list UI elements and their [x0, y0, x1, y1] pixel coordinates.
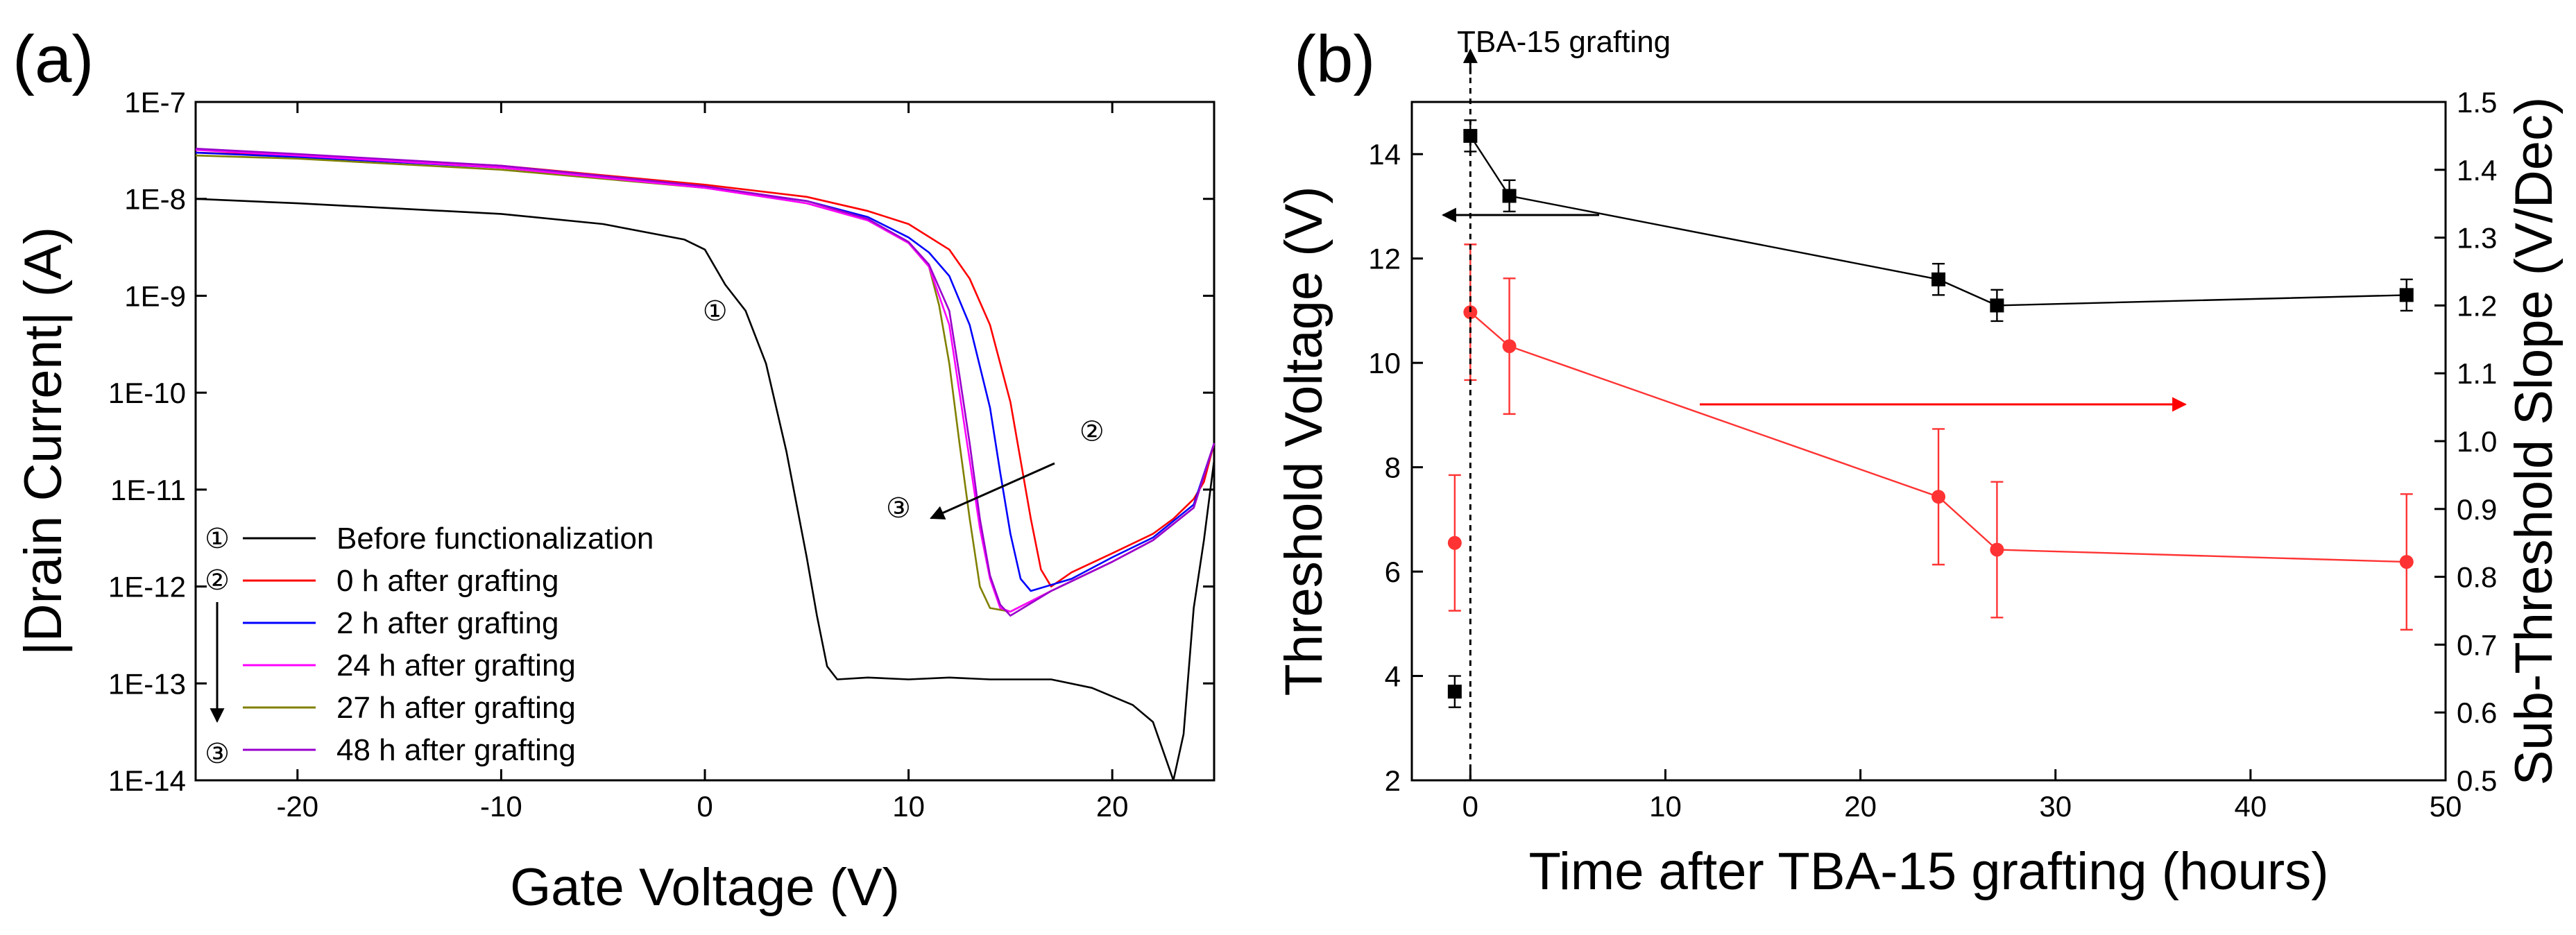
y-tick-label: 1E-13	[108, 667, 186, 700]
x-tick-label: 0	[697, 790, 713, 823]
legend-label-4: 27 h after grafting	[336, 691, 576, 725]
data-point	[1447, 535, 1462, 550]
y-tick-label: 10	[1368, 347, 1401, 379]
y-tick-label-right: 0.7	[2457, 628, 2497, 661]
y-tick-label-right: 1.3	[2457, 222, 2497, 255]
y-tick-label: 12	[1368, 243, 1401, 275]
x-tick-label: 20	[1096, 790, 1129, 823]
legend-label-0: Before functionalization	[336, 522, 654, 556]
panel-b-label: (b)	[1294, 22, 1375, 96]
panel-b-x-tick-labels: 0 10 20 30 40 50	[1462, 790, 2462, 823]
data-point	[1502, 339, 1517, 354]
panel-b-series	[1447, 119, 2414, 708]
y-tick-label-right: 1.0	[2457, 425, 2497, 458]
y-tick-label-right: 0.6	[2457, 696, 2497, 729]
data-point	[1990, 542, 2004, 557]
grafting-annotation: TBA-15 grafting	[1457, 25, 1671, 59]
y-tick-label: 1E-10	[108, 377, 186, 409]
panel-a: (a) -20 -10 0 10 20 1E-141E-131E-121E-111E-1…	[12, 22, 1216, 917]
x-tick-label: 20	[1844, 790, 1877, 823]
legend-label-1: 0 h after grafting	[336, 564, 558, 598]
y-tick-label-right: 0.8	[2457, 561, 2497, 594]
x-tick-label: -10	[480, 790, 522, 823]
legend-label-3: 24 h after grafting	[336, 649, 576, 683]
x-tick-label: 40	[2235, 790, 2267, 823]
y-tick-label-right: 0.5	[2457, 764, 2497, 797]
y-tick-label: 1E-7	[124, 86, 186, 119]
y-tick-label: 6	[1385, 556, 1401, 588]
panel-a-y-axis-title: |Drain Current| (A)	[14, 227, 73, 655]
data-point	[1931, 272, 1946, 286]
y-tick-label: 1E-8	[124, 183, 186, 216]
y-tick-label: 1E-12	[108, 571, 186, 603]
panel-b-right-y-axis-title: Sub-Threshold Slope (V/Dec)	[2505, 97, 2564, 786]
data-point	[1502, 189, 1517, 203]
data-point	[1990, 298, 2004, 313]
x-tick-label: 10	[1649, 790, 1682, 823]
legend-label-2: 2 h after grafting	[336, 606, 558, 640]
panel-a-y-tick-labels: 1E-14 1E-13 1E-12 1E-11 1E-10 1E-9 1E-8 1E-7	[108, 86, 186, 797]
y-tick-label-right: 1.2	[2457, 289, 2497, 322]
legend-marker-3: ③	[205, 739, 230, 769]
x-tick-label: 0	[1462, 790, 1478, 823]
series-line-5	[195, 148, 1216, 617]
y-tick-label-right: 0.9	[2457, 493, 2497, 526]
panel-b-right-y-tick-labels: 0.5 0.6 0.7 0.8 0.9 1.0 1.1 1.2 1.3 1.4 1.5	[2457, 86, 2497, 797]
data-point	[1931, 490, 1946, 504]
data-point	[1447, 685, 1462, 699]
panel-a-x-tick-labels: -20 -10 0 10 20	[276, 790, 1128, 823]
y-tick-label: 1E-9	[124, 280, 186, 312]
y-tick-label-right: 1.4	[2457, 154, 2497, 187]
x-tick-label: 10	[892, 790, 925, 823]
legend-marker-1: ①	[205, 524, 230, 554]
panel-a-label: (a)	[12, 22, 94, 96]
data-point	[2399, 288, 2414, 302]
series-line-1	[195, 151, 1216, 587]
legend-label-5: 48 h after grafting	[336, 733, 576, 767]
panel-a-legend: ① ② ③ Before functionalization 0 h after …	[205, 522, 654, 769]
panel-b-left-y-tick-labels: 2 4 6 8 10 12 14	[1368, 138, 1401, 797]
y-tick-label: 8	[1385, 452, 1401, 484]
panel-a-x-axis-title: Gate Voltage (V)	[510, 858, 900, 917]
legend-marker-2: ②	[205, 565, 230, 596]
y-tick-label-right: 1.5	[2457, 86, 2497, 119]
y-tick-label-right: 1.1	[2457, 357, 2497, 390]
y-tick-label: 4	[1385, 660, 1401, 693]
curve-2-marker: ②	[1080, 417, 1104, 447]
panel-a-ticks	[196, 101, 1214, 782]
y-tick-label: 2	[1385, 764, 1401, 797]
panel-b-left-y-axis-title: Threshold Voltage (V)	[1274, 186, 1333, 696]
x-tick-label: -20	[276, 790, 318, 823]
y-tick-label: 1E-14	[108, 764, 186, 797]
y-tick-label: 14	[1368, 138, 1401, 171]
x-tick-label: 30	[2039, 790, 2072, 823]
curve-3-marker: ③	[886, 493, 911, 524]
curve-2-to-3-arrow	[930, 462, 1055, 520]
y-tick-label: 1E-11	[110, 474, 186, 506]
data-point	[2399, 555, 2414, 569]
panel-a-legend-rows: Before functionalization 0 h after grafti…	[243, 522, 654, 767]
curve-1-marker: ①	[703, 296, 728, 327]
x-tick-label: 50	[2430, 790, 2462, 823]
series-line-0	[195, 198, 1216, 782]
panel-b-x-axis-title: Time after TBA-15 grafting (hours)	[1528, 842, 2328, 901]
data-point	[1463, 128, 1478, 143]
data-point	[1463, 305, 1478, 320]
panel-b-plot-frame	[1410, 101, 2447, 782]
panel-a-series	[195, 148, 1216, 782]
panel-b-ticks	[1412, 101, 2447, 782]
